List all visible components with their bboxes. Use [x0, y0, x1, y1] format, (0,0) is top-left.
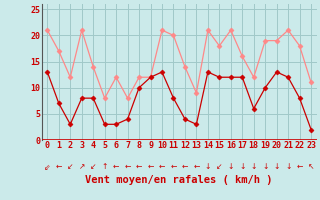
Text: ↓: ↓ [251, 162, 257, 171]
Text: ↑: ↑ [101, 162, 108, 171]
Text: ←: ← [296, 162, 303, 171]
Text: ←: ← [159, 162, 165, 171]
Text: ←: ← [182, 162, 188, 171]
Text: ←: ← [56, 162, 62, 171]
Text: ↓: ↓ [262, 162, 268, 171]
Text: ↓: ↓ [274, 162, 280, 171]
Text: ↖: ↖ [308, 162, 314, 171]
Text: ↙: ↙ [216, 162, 222, 171]
Text: ↙: ↙ [90, 162, 96, 171]
Text: ←: ← [193, 162, 200, 171]
X-axis label: Vent moyen/en rafales ( km/h ): Vent moyen/en rafales ( km/h ) [85, 175, 273, 185]
Text: ↓: ↓ [228, 162, 234, 171]
Text: ←: ← [147, 162, 154, 171]
Text: ↙: ↙ [67, 162, 74, 171]
Text: ↓: ↓ [285, 162, 291, 171]
Text: ←: ← [124, 162, 131, 171]
Text: ←: ← [170, 162, 177, 171]
Text: ←: ← [113, 162, 119, 171]
Text: ←: ← [136, 162, 142, 171]
Text: ↗: ↗ [78, 162, 85, 171]
Text: ⇙: ⇙ [44, 162, 51, 171]
Text: ↓: ↓ [239, 162, 245, 171]
Text: ↓: ↓ [205, 162, 211, 171]
